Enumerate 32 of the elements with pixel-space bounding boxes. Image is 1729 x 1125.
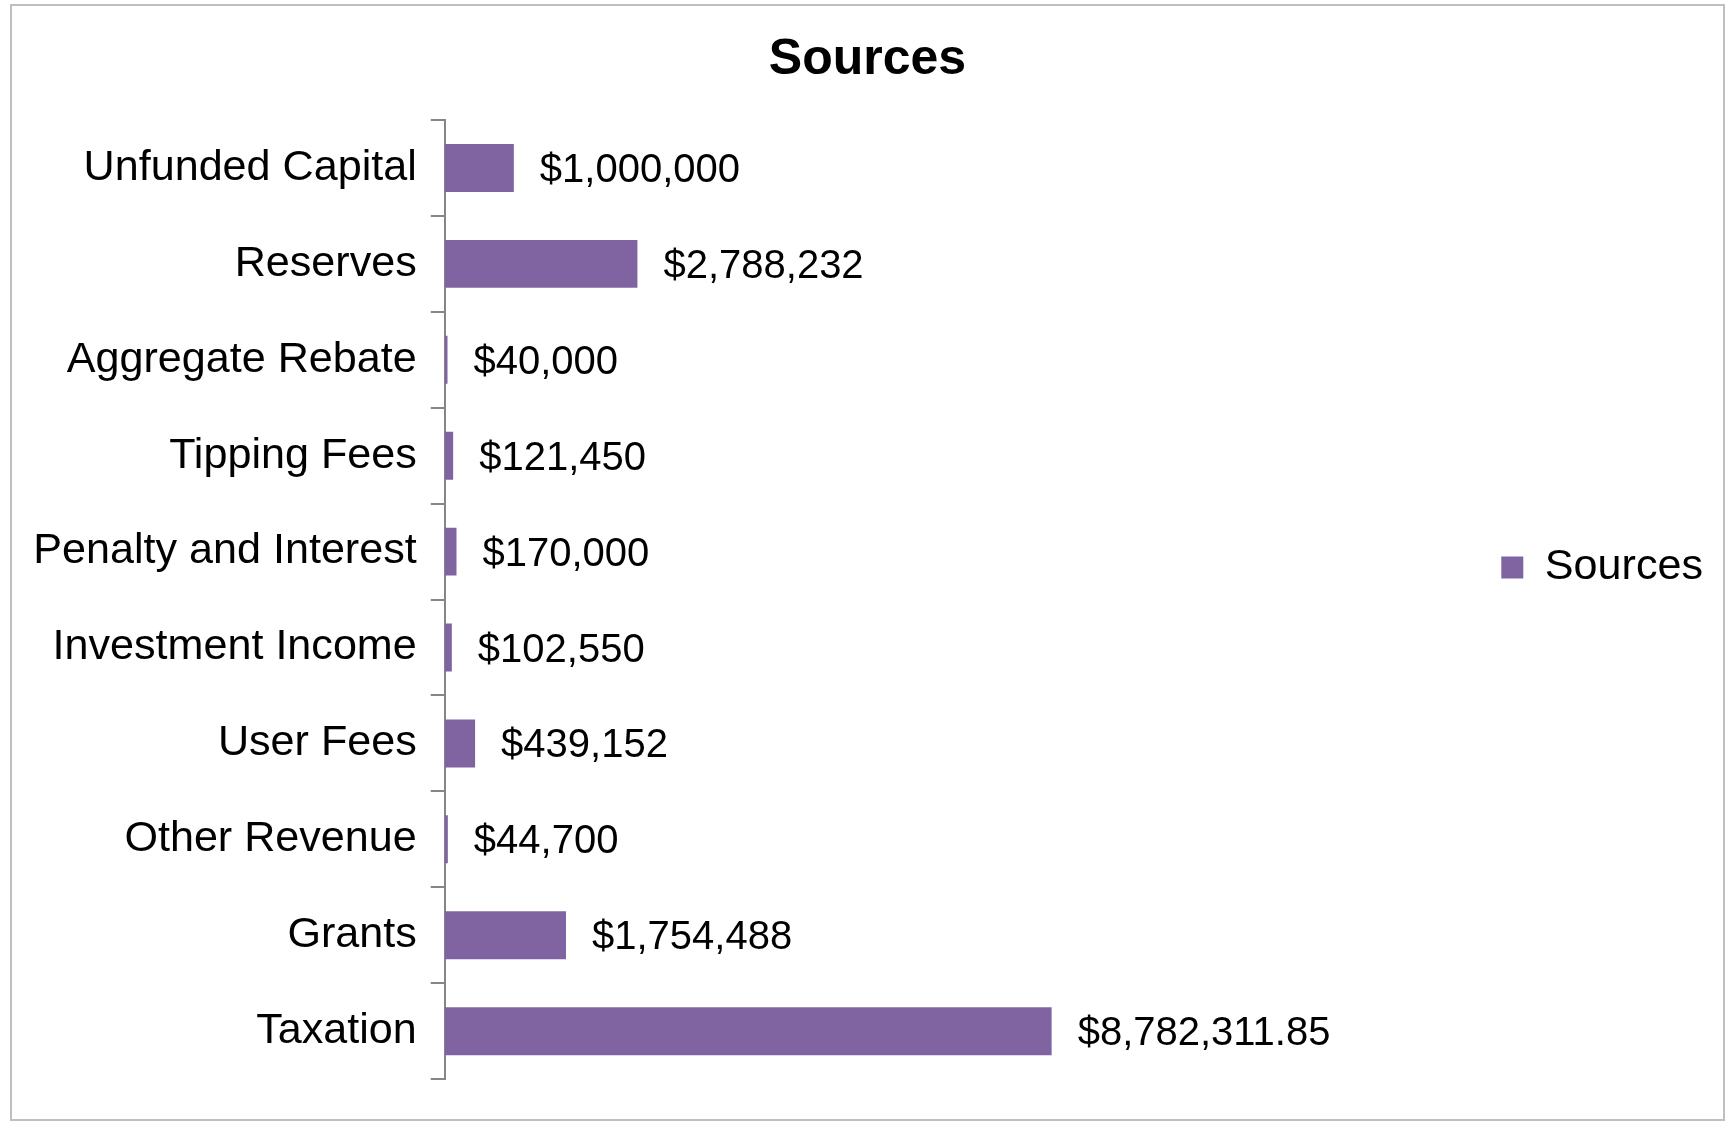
bar [444,335,448,384]
bar [444,815,448,864]
data-label: $2,788,232 [663,241,864,286]
bar [444,1007,1052,1056]
y-tick-label: Unfunded Capital [83,140,417,189]
bar [444,143,514,192]
data-label: $40,000 [473,337,619,382]
y-tick-label: Tipping Fees [169,428,417,477]
y-tick-label: Investment Income [52,620,417,669]
y-tick-label: Reserves [234,236,417,285]
data-label: $102,550 [477,625,645,670]
legend-label: Sources [1544,540,1704,589]
y-tick-label: Other Revenue [124,812,417,861]
data-label: $1,000,000 [539,145,741,190]
data-label: $170,000 [482,529,650,574]
data-label: $121,450 [479,433,646,478]
bar [444,719,476,768]
bar [444,911,566,960]
data-label: $8,782,311.85 [1077,1009,1331,1054]
data-label: $439,152 [501,721,668,766]
y-tick-label: Aggregate Rebate [66,332,417,381]
bar [444,527,457,576]
bar [444,431,454,480]
y-tick-label: Taxation [256,1004,417,1053]
y-tick-label: Grants [287,908,417,957]
y-tick-label: Penalty and Interest [33,524,417,573]
y-tick-label: User Fees [217,716,417,765]
data-label: $44,700 [473,817,619,862]
bar [444,623,452,672]
data-label: $1,754,488 [591,913,793,958]
bar [444,239,638,288]
chart-title: Sources [768,28,967,85]
